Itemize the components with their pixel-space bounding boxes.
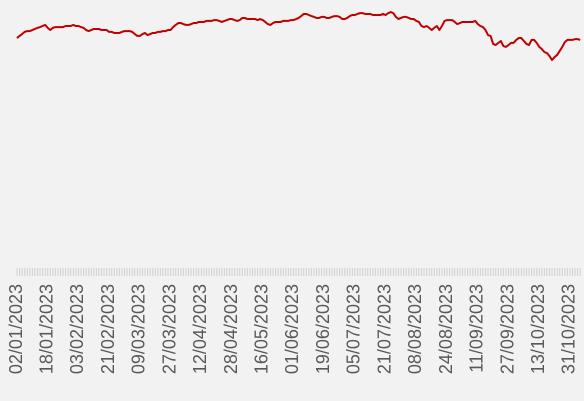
x-tick-label: 31/10/2023 [559, 284, 579, 374]
x-tick-label: 21/02/2023 [98, 284, 118, 374]
x-tick-label: 02/01/2023 [6, 284, 26, 374]
x-tick-label: 13/10/2023 [528, 284, 548, 374]
x-tick-label: 27/09/2023 [497, 284, 517, 374]
x-tick-label: 05/07/2023 [344, 284, 364, 374]
x-tick-label: 24/08/2023 [436, 284, 456, 374]
x-tick-label: 03/02/2023 [67, 284, 87, 374]
x-tick-label: 18/01/2023 [36, 284, 56, 374]
x-tick-label: 19/06/2023 [313, 284, 333, 374]
data-line [16, 11, 581, 62]
x-tick-label: 28/04/2023 [221, 284, 241, 374]
x-tick-label: 12/04/2023 [190, 284, 210, 374]
x-tick-label: 16/05/2023 [252, 284, 272, 374]
x-tick-label: 21/07/2023 [374, 284, 394, 374]
x-tick-label: 09/03/2023 [129, 284, 149, 374]
x-tick-label: 27/03/2023 [159, 284, 179, 374]
x-tick-label: 11/09/2023 [467, 284, 487, 373]
x-tick-label: 08/08/2023 [405, 284, 425, 374]
x-tick-label: 01/06/2023 [282, 284, 302, 374]
